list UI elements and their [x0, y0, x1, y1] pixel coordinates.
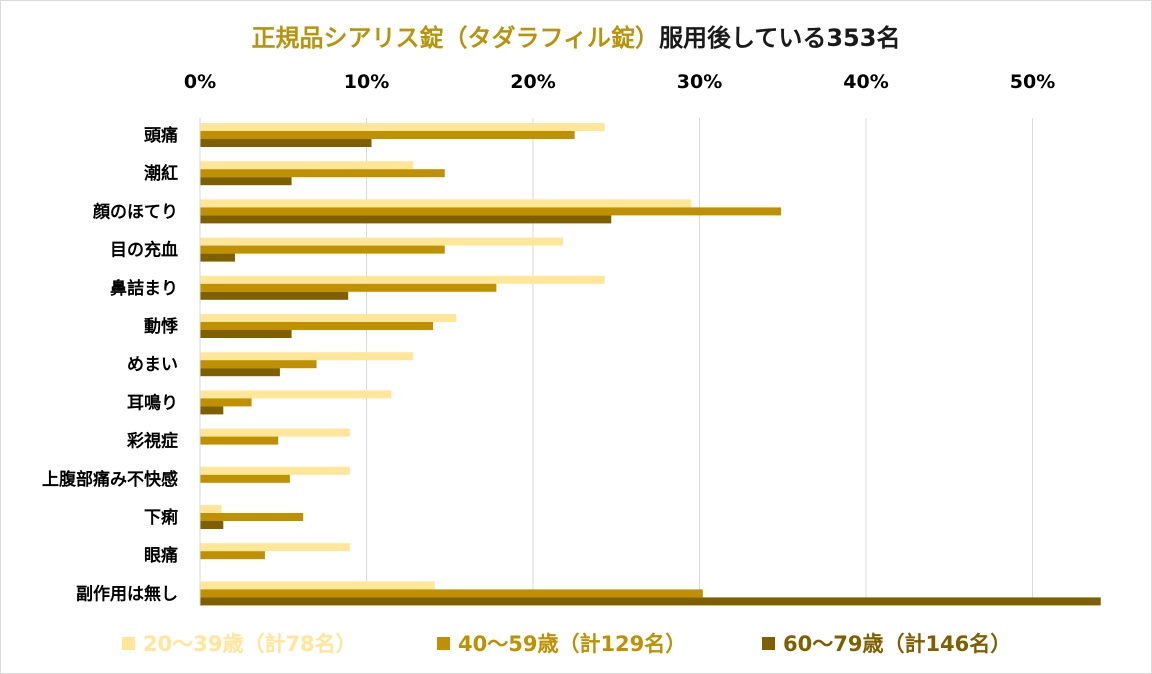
legend-item-0: 20〜39歳（計78名） — [122, 628, 357, 658]
category-label-6: めまい — [127, 355, 178, 375]
bar-s1-c0 — [200, 131, 575, 139]
category-label-12: 副作用は無し — [76, 583, 178, 604]
bar-s1-c12 — [200, 589, 703, 598]
bar-s1-c11 — [200, 551, 265, 560]
x-tick-label-4: 40% — [843, 71, 888, 93]
legend-label-2: 60〜79歳（計146名） — [783, 632, 1012, 656]
bar-s2-c6 — [200, 368, 280, 377]
category-label-5: 動悸 — [144, 316, 179, 337]
bar-s1-c6 — [200, 360, 317, 369]
legend-swatch-1 — [437, 637, 450, 650]
bar-s0-c7 — [200, 390, 392, 399]
category-label-10: 下痢 — [144, 507, 178, 528]
category-label-2: 顔のほてり — [92, 201, 178, 222]
bar-s1-c8 — [200, 436, 279, 445]
legend-swatch-2 — [762, 637, 775, 650]
x-tick-label-5: 50% — [1010, 71, 1055, 93]
bar-s2-c7 — [200, 406, 224, 415]
bar-s0-c6 — [200, 352, 414, 361]
bar-s0-c8 — [200, 428, 350, 437]
bar-s0-c0 — [200, 123, 605, 131]
category-label-7: 耳鳴り — [127, 392, 178, 413]
category-label-3: 目の充血 — [110, 240, 178, 261]
bar-s2-c10 — [200, 521, 224, 529]
bar-s1-c7 — [200, 398, 252, 407]
bar-s2-c1 — [200, 177, 292, 186]
bar-s0-c9 — [200, 466, 350, 475]
bar-s1-c3 — [200, 245, 445, 254]
bar-s1-c2 — [200, 207, 782, 216]
bar-s2-c2 — [200, 215, 612, 224]
legend-item-1: 40〜59歳（計129名） — [437, 628, 686, 658]
x-tick-label-3: 30% — [677, 71, 722, 93]
bar-s0-c4 — [200, 275, 605, 284]
bar-s0-c3 — [200, 237, 563, 246]
category-label-8: 彩視症 — [126, 431, 178, 452]
bar-s0-c11 — [200, 543, 350, 552]
x-tick-label-1: 10% — [344, 71, 389, 93]
bar-s1-c5 — [200, 322, 434, 330]
bar-s2-c3 — [200, 253, 235, 262]
category-label-1: 潮紅 — [144, 163, 178, 184]
bar-s2-c4 — [200, 291, 349, 300]
bar-s0-c10 — [200, 505, 222, 513]
bar-s1-c10 — [200, 513, 304, 521]
x-tick-label-0: 0% — [184, 71, 216, 93]
bar-s2-c12 — [200, 597, 1101, 606]
chart-title-main: 服用後している353名 — [659, 24, 901, 52]
category-label-9: 上腹部痛み不快感 — [42, 469, 178, 490]
chart-title: 正規品シアリス錠（タダラフィル錠）服用後している353名 — [0, 18, 1152, 53]
bar-s2-c0 — [200, 139, 372, 147]
category-label-4: 鼻詰まり — [110, 278, 178, 299]
category-label-11: 眼痛 — [144, 545, 178, 566]
chart-legend: 20〜39歳（計78名） 40〜59歳（計129名） 60〜79歳（計146名） — [0, 628, 1152, 664]
bar-s0-c5 — [200, 314, 457, 322]
bar-s0-c1 — [200, 161, 414, 170]
legend-item-2: 60〜79歳（計146名） — [762, 628, 1011, 658]
legend-label-0: 20〜39歳（計78名） — [143, 632, 357, 656]
bar-s0-c2 — [200, 199, 692, 208]
legend-swatch-0 — [122, 637, 135, 650]
bar-s1-c1 — [200, 169, 445, 178]
bar-s1-c9 — [200, 474, 290, 483]
legend-label-1: 40〜59歳（計129名） — [458, 632, 687, 656]
chart-title-accent: 正規品シアリス錠（タダラフィル錠） — [251, 24, 660, 52]
bar-s1-c4 — [200, 283, 497, 292]
bar-s0-c12 — [200, 581, 435, 590]
x-tick-label-2: 20% — [510, 71, 555, 93]
bar-s2-c5 — [200, 330, 292, 338]
category-label-0: 頭痛 — [144, 125, 178, 146]
